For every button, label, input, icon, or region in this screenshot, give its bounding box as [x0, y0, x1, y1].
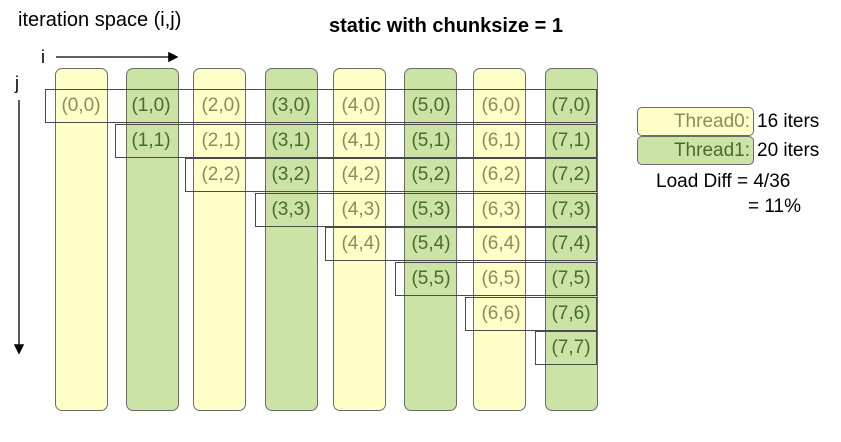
cell-7-2: (7,2) [551, 164, 591, 186]
cell-5-4: (5,4) [411, 233, 451, 255]
row-outline-j5 [395, 262, 597, 296]
cell-1-0: (1,0) [131, 95, 171, 116]
cell-3-1: (3,1) [271, 129, 311, 151]
row-outline-j2 [185, 158, 597, 193]
cell-3-0: (3,0) [271, 95, 311, 116]
cell-6-5: (6,5) [481, 268, 521, 289]
legend-thread0-swatch: Thread0: [637, 107, 754, 136]
row-outline-j7 [535, 331, 597, 366]
i-axis-label: i [41, 47, 45, 67]
load-diff-percent: = 11% [748, 196, 801, 217]
cell-4-1: (4,1) [341, 129, 381, 151]
row-outline-j4 [325, 227, 597, 262]
cell-6-1: (6,1) [481, 129, 521, 151]
cell-5-3: (5,3) [411, 198, 451, 220]
cell-2-2: (2,2) [201, 164, 241, 186]
cell-3-2: (3,2) [271, 164, 311, 186]
column-6-thread0 [473, 68, 526, 411]
load-diff-text: Load Diff = 4/36 [656, 171, 791, 192]
j-axis-label: j [15, 73, 19, 93]
cell-7-7: (7,7) [551, 337, 591, 359]
column-2-thread0 [193, 68, 246, 411]
cell-3-3: (3,3) [271, 198, 311, 220]
column-3-thread1 [265, 68, 318, 411]
cell-6-4: (6,4) [481, 233, 521, 255]
cell-4-4: (4,4) [341, 233, 381, 255]
legend-thread1-count: 20 iters [757, 140, 820, 161]
cell-7-0: (7,0) [551, 95, 591, 116]
cell-1-1: (1,1) [131, 129, 171, 151]
column-0-thread0 [55, 68, 108, 411]
iteration-space-title: iteration space (i,j) [18, 9, 182, 31]
cell-5-1: (5,1) [411, 129, 451, 151]
cell-4-2: (4,2) [341, 164, 381, 186]
cell-7-6: (7,6) [551, 302, 591, 324]
column-1-thread1 [126, 68, 179, 411]
cell-7-3: (7,3) [551, 198, 591, 220]
row-outline-j6 [465, 296, 597, 331]
cell-6-2: (6,2) [481, 164, 521, 186]
column-7-thread1 [545, 68, 598, 411]
legend-thread1-swatch: Thread1: [637, 136, 754, 165]
column-4-thread0 [333, 68, 386, 411]
legend-thread0-count: 16 iters [757, 111, 820, 132]
cell-5-2: (5,2) [411, 164, 451, 186]
cell-4-3: (4,3) [341, 198, 381, 220]
cell-5-5: (5,5) [411, 268, 451, 289]
cell-2-1: (2,1) [201, 129, 241, 151]
cell-7-4: (7,4) [551, 233, 591, 255]
row-outline-j0 [45, 89, 597, 123]
cell-5-0: (5,0) [411, 95, 451, 116]
cell-7-5: (7,5) [551, 268, 591, 289]
legend-thread1-label: Thread1: [673, 140, 750, 161]
cell-6-6: (6,6) [481, 302, 521, 324]
cell-0-0: (0,0) [61, 95, 101, 116]
cell-4-0: (4,0) [341, 95, 381, 116]
row-outline-j1 [115, 123, 597, 158]
cell-7-1: (7,1) [551, 129, 591, 151]
schedule-title: static with chunksize = 1 [329, 15, 563, 37]
cell-6-3: (6,3) [481, 198, 521, 220]
cell-6-0: (6,0) [481, 95, 521, 116]
column-5-thread1 [404, 68, 457, 411]
legend-thread0-label: Thread0: [673, 111, 750, 132]
cell-2-0: (2,0) [201, 95, 241, 116]
row-outline-j3 [255, 192, 597, 227]
